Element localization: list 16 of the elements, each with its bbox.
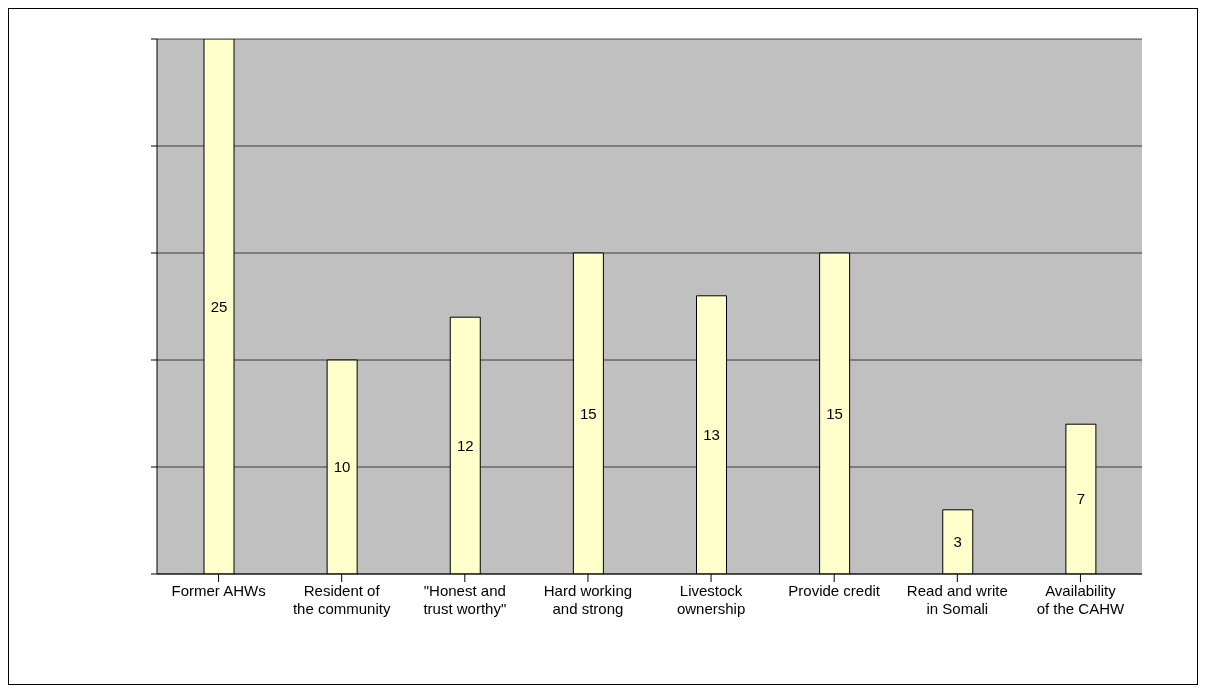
data-label: 25 [210, 297, 228, 315]
data-label: 3 [953, 533, 962, 551]
x-tick-label: Resident of the community [292, 582, 391, 617]
x-tick-label: Provide credit [788, 582, 881, 599]
data-label: 15 [826, 404, 843, 422]
data-label: 15 [580, 404, 597, 422]
data-label: 12 [456, 436, 474, 454]
x-tick-label: "Honest and trust worthy" [423, 582, 507, 617]
x-tick-label: Hard working and strong [543, 582, 633, 617]
x-tick-label: Read and write in Somali [906, 582, 1008, 617]
x-tick-label: Availability of the CAHW [1036, 582, 1126, 617]
data-label: 13 [703, 426, 720, 444]
data-label: 10 [333, 458, 351, 476]
x-tick-label: Livestock ownership [676, 582, 746, 617]
x-tick-label: Former AHWs [171, 582, 266, 599]
data-label: 7 [1076, 490, 1086, 508]
